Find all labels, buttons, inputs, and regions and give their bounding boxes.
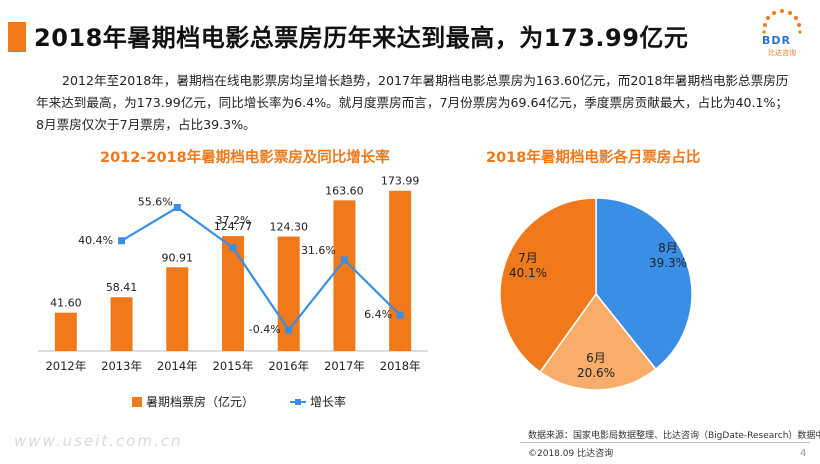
data-source: 数据来源：国家电影局数据整理、比达咨询（BigDate-Research）数据中… xyxy=(528,431,820,441)
page-title: 2018年暑期档电影总票房历年来达到最高，为173.99亿元 xyxy=(34,24,689,52)
x-tick-label: 2013年 xyxy=(101,359,142,373)
copyright: ©2018.09 比达咨询 xyxy=(528,449,614,459)
x-tick-label: 2017年 xyxy=(324,359,365,373)
summary-paragraph: 2012年至2018年，暑期档在线电影票房均呈增长趋势，2017年暑期档电影总票… xyxy=(36,73,789,132)
legend-label-box-office: 暑期档票房（亿元） xyxy=(146,395,255,409)
bar-2017年 xyxy=(333,200,356,351)
growth-value-label: 37.2% xyxy=(216,214,251,227)
growth-point xyxy=(340,256,348,264)
pie-slice-label: 7月 xyxy=(518,251,538,265)
growth-point xyxy=(173,204,181,211)
bar-value-label: 124.30 xyxy=(269,221,308,234)
legend-item-growth: 增长率 xyxy=(290,393,346,410)
watermark: www.useit.com.cn xyxy=(14,432,183,450)
pie-slice-6月 xyxy=(539,292,657,391)
pie-slice-label: 6月 xyxy=(586,351,606,365)
bar-value-label: 41.60 xyxy=(50,297,82,310)
pie-chart-title: 2018年暑期档电影各月票房占比 xyxy=(486,150,701,166)
pie-slice-8月 xyxy=(595,197,693,371)
page-number: 4 xyxy=(800,448,807,459)
bar-2012年 xyxy=(54,312,77,351)
pie-slice-value: 20.6% xyxy=(577,366,615,380)
bar-2016年 xyxy=(277,236,300,351)
legend-label-growth: 增长率 xyxy=(310,395,347,409)
bar-value-label: 173.99 xyxy=(381,175,420,188)
bar-2014年 xyxy=(166,267,189,351)
brand-logo-icon xyxy=(762,9,802,34)
x-tick-label: 2012年 xyxy=(45,359,86,373)
growth-value-label: 31.6% xyxy=(301,244,336,257)
growth-point xyxy=(229,244,237,252)
x-tick-label: 2018年 xyxy=(380,359,421,373)
pie-slice-value: 39.3% xyxy=(649,256,687,270)
bar-2013年 xyxy=(110,297,133,351)
legend-bar-swatch xyxy=(132,396,142,407)
growth-rate-line xyxy=(121,206,401,332)
legend-item-box-office: 暑期档票房（亿元） xyxy=(132,393,254,410)
bar-2015年 xyxy=(222,236,244,351)
growth-value-label: -0.4% xyxy=(249,323,281,336)
footer-divider xyxy=(520,442,810,443)
growth-value-label: 6.4% xyxy=(364,308,392,321)
pie-slice-7月 xyxy=(499,197,597,374)
legend-line-swatch xyxy=(290,398,306,405)
x-tick-label: 2015年 xyxy=(213,359,254,373)
x-tick-label: 2014年 xyxy=(157,359,198,373)
brand-name: BDR xyxy=(762,34,791,47)
bar-value-label: 124.77 xyxy=(214,220,253,233)
bar-2018年 xyxy=(389,190,412,351)
pie-slice-value: 40.1% xyxy=(509,266,547,280)
growth-value-label: 55.6% xyxy=(138,196,173,209)
bar-chart-title: 2012-2018年暑期档电影票房及同比增长率 xyxy=(100,150,390,166)
growth-point xyxy=(396,311,404,319)
bar-value-label: 90.91 xyxy=(162,251,194,264)
growth-point xyxy=(118,237,126,245)
bar-value-label: 58.41 xyxy=(106,281,138,294)
pie-slice-label: 8月 xyxy=(658,241,678,255)
title-accent-bar xyxy=(8,22,26,52)
growth-point xyxy=(285,326,293,334)
brand-subtitle: 比达咨询 xyxy=(768,49,796,57)
bar-value-label: 163.60 xyxy=(325,184,364,197)
x-tick-label: 2016年 xyxy=(268,359,309,373)
growth-value-label: 40.4% xyxy=(78,234,113,247)
